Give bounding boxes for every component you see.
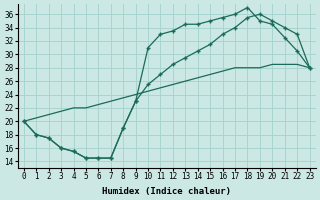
X-axis label: Humidex (Indice chaleur): Humidex (Indice chaleur) — [102, 187, 231, 196]
